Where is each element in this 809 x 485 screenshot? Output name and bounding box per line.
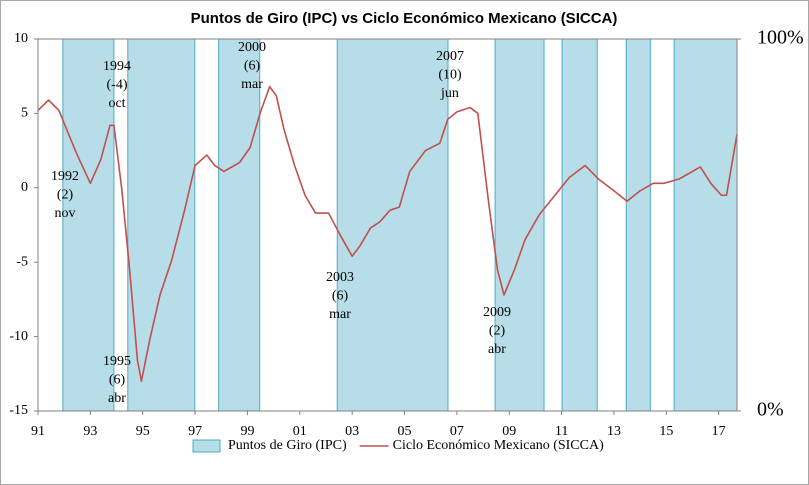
y2-tick-label: 100% (757, 27, 804, 49)
annotation-text: mar (241, 77, 263, 92)
annotation-text: abr (488, 342, 506, 357)
turning-point-band (673, 38, 738, 412)
chart-title: Puntos de Giro (IPC) vs Ciclo Económico … (191, 10, 618, 27)
x-tick-label: 15 (659, 424, 673, 439)
annotation-text: jun (440, 86, 459, 101)
annotation-text: abr (108, 391, 126, 406)
annotation-text: nov (55, 206, 76, 221)
turning-point-band (127, 38, 196, 412)
x-tick-label: 05 (398, 424, 412, 439)
y-tick-label: 0 (21, 180, 28, 195)
x-tick-label: 91 (31, 424, 45, 439)
y-tick-label: 5 (21, 106, 28, 121)
x-tick-label: 07 (450, 424, 464, 439)
annotation-text: 1995 (103, 354, 131, 369)
x-tick-label: 99 (240, 424, 254, 439)
annotation-text: 2009 (483, 305, 511, 320)
annotation-text: (6) (109, 373, 126, 388)
annotation-text: 1992 (51, 169, 79, 184)
cycle-line (37, 85, 738, 383)
turning-point-band (336, 38, 449, 412)
turning-point-band (625, 38, 651, 412)
annotation-text: (6) (244, 59, 261, 74)
x-tick-label: 93 (83, 424, 97, 439)
y2-tick-label: 0% (757, 399, 784, 421)
turning-point-band (561, 38, 598, 412)
annotation-text: 2003 (326, 270, 354, 285)
annotation-text: (10) (438, 68, 462, 83)
turning-point-band (218, 38, 261, 412)
x-tick-label: 13 (607, 424, 621, 439)
annotation-text: (6) (332, 289, 349, 304)
annotation-text: 2000 (238, 40, 266, 55)
annotation-text: (2) (57, 188, 74, 203)
legend-swatch (192, 439, 221, 453)
x-tick-label: 09 (502, 424, 516, 439)
x-tick-label: 03 (345, 424, 359, 439)
turning-point-band (494, 38, 545, 412)
legend-label: Puntos de Giro (IPC) (228, 438, 347, 453)
plot-border (37, 38, 738, 412)
annotation-text: oct (108, 96, 125, 111)
y-tick-label: -15 (9, 403, 28, 418)
annotation-text: (-4) (107, 78, 128, 93)
legend-label: Ciclo Económico Mexicano (SICCA) (393, 438, 604, 453)
y-tick-label: -10 (9, 329, 28, 344)
x-tick-label: 95 (136, 424, 150, 439)
x-tick-label: 11 (555, 424, 568, 439)
annotation-text: mar (329, 307, 351, 322)
y-tick-label: -5 (16, 254, 28, 269)
annotation-text: 2007 (436, 49, 464, 64)
x-tick-label: 17 (712, 424, 726, 439)
x-tick-label: 97 (188, 424, 202, 439)
annotation-text: (2) (489, 324, 506, 339)
y-tick-label: 10 (14, 31, 28, 46)
annotation-text: 1994 (103, 59, 131, 74)
x-tick-label: 01 (293, 424, 307, 439)
